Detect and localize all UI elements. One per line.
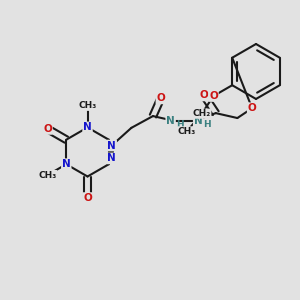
Text: N: N bbox=[107, 140, 116, 151]
Text: O: O bbox=[43, 124, 52, 134]
Text: CH₃: CH₃ bbox=[178, 127, 196, 136]
Text: O: O bbox=[200, 91, 208, 100]
Text: CH₂: CH₂ bbox=[193, 109, 211, 118]
Text: N: N bbox=[166, 116, 175, 126]
Text: H: H bbox=[203, 120, 211, 129]
Text: CH₃: CH₃ bbox=[78, 101, 97, 110]
Text: H: H bbox=[176, 120, 183, 129]
Text: N: N bbox=[62, 159, 71, 169]
Text: O: O bbox=[248, 103, 256, 113]
Text: N: N bbox=[83, 122, 92, 132]
Text: CH₃: CH₃ bbox=[38, 170, 57, 179]
Text: N: N bbox=[107, 153, 116, 164]
Text: N: N bbox=[194, 116, 203, 126]
Text: O: O bbox=[83, 193, 92, 203]
Text: O: O bbox=[156, 93, 165, 103]
Text: O: O bbox=[209, 91, 218, 101]
